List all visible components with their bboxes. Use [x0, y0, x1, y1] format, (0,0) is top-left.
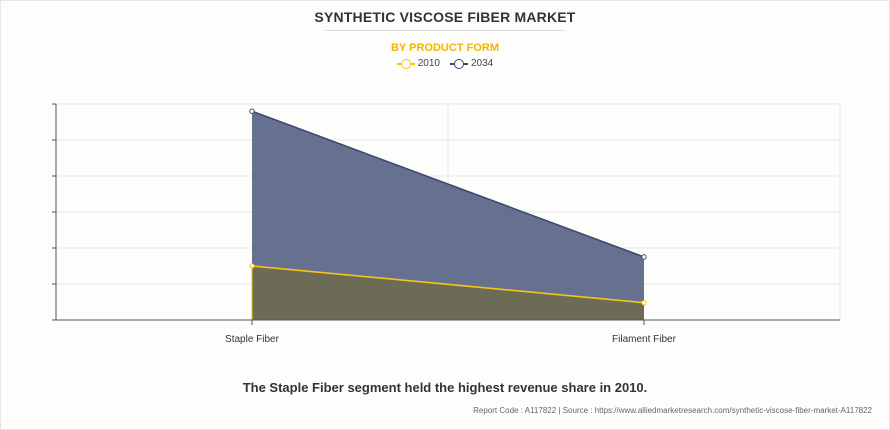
point-2010-filament-fiber: [641, 300, 647, 306]
axes: [52, 103, 840, 325]
title-divider: [325, 30, 565, 31]
line-2034: [251, 110, 645, 258]
area-2010: [252, 266, 644, 320]
line-2010: [251, 265, 645, 304]
source-footer: Report Code : A117822 | Source : https:/…: [473, 406, 872, 415]
series-areas: [249, 108, 647, 320]
chart-caption: The Staple Fiber segment held the highes…: [242, 380, 648, 395]
point-2034-staple-fiber: [249, 108, 255, 114]
legend-label-2034: 2034: [471, 58, 494, 69]
chart-subtitle: BY PRODUCT FORM: [391, 42, 499, 54]
legend-marker-2034: [450, 58, 468, 69]
chart-title: SYNTHETIC VISCOSE FIBER MARKET: [314, 9, 576, 25]
legend-label-2010: 2010: [417, 58, 440, 69]
x-axis-labels: Staple Fiber Filament Fiber: [225, 334, 677, 345]
legend-dot-2010: [400, 58, 411, 69]
legend-item-2010[interactable]: 2010: [396, 58, 440, 69]
legend-marker-2010: [396, 58, 415, 69]
legend-dot-2034: [454, 58, 464, 69]
x-tick-label-filament-fiber: Filament Fiber: [612, 334, 677, 345]
x-tick-label-staple-fiber: Staple Fiber: [225, 334, 280, 345]
point-2034-filament-fiber: [641, 254, 647, 260]
legend: 2010 2034: [0, 58, 890, 69]
area-2034: [252, 111, 644, 320]
legend-item-2034[interactable]: 2034: [450, 58, 493, 69]
